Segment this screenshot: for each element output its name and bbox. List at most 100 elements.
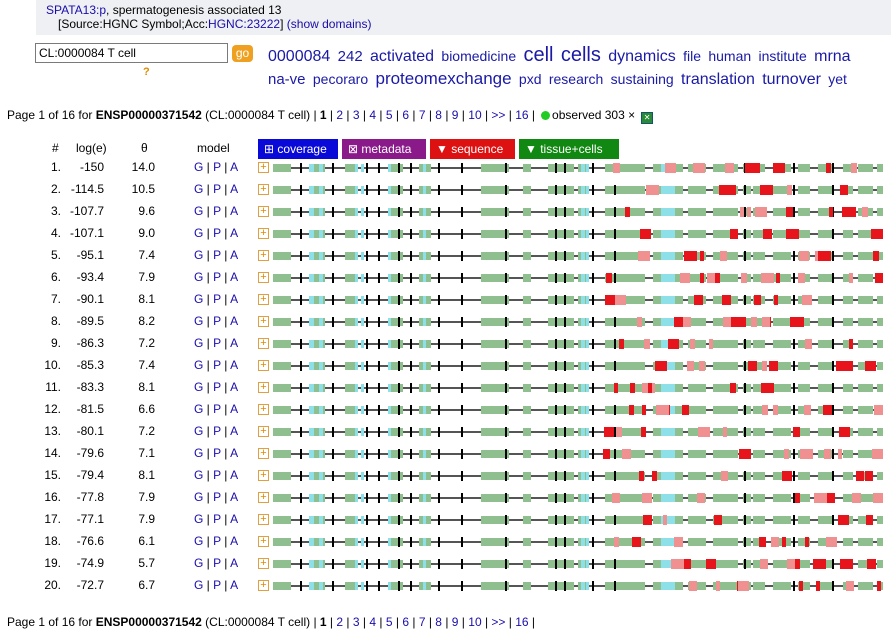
close-icon[interactable]: × [628, 108, 636, 122]
expand-icon[interactable]: + [258, 470, 269, 481]
expand-icon[interactable]: + [258, 162, 269, 173]
expand-icon[interactable]: + [258, 514, 269, 525]
model-link-p[interactable]: P [213, 402, 221, 416]
model-link-a[interactable]: A [230, 204, 239, 218]
model-link-a[interactable]: A [230, 380, 239, 394]
tag-word[interactable]: pecoraro [312, 71, 369, 87]
model-link-p[interactable]: P [213, 204, 221, 218]
hgnc-link[interactable]: HGNC:23222 [208, 17, 281, 31]
model-link-a[interactable]: A [230, 270, 239, 284]
expand-icon[interactable]: + [258, 206, 269, 217]
coverage-track[interactable] [273, 267, 883, 289]
coverage-track[interactable] [273, 201, 883, 223]
model-link-g[interactable]: G [194, 204, 204, 218]
model-link-p[interactable]: P [213, 292, 221, 306]
tag-word[interactable]: na-ve [268, 71, 306, 88]
model-link-a[interactable]: A [230, 358, 239, 372]
tag-word[interactable]: 242 [337, 48, 363, 65]
pager-link[interactable]: 7 [418, 615, 426, 629]
model-link-a[interactable]: A [230, 336, 239, 350]
expand-icon[interactable]: + [258, 448, 269, 459]
pager-link[interactable]: 5 [385, 108, 393, 122]
tag-word[interactable]: activated [370, 48, 435, 65]
expand-icon[interactable]: + [258, 316, 269, 327]
coverage-track[interactable] [273, 421, 883, 443]
model-link-a[interactable]: A [230, 292, 239, 306]
model-link-p[interactable]: P [213, 468, 221, 482]
expand-icon[interactable]: + [258, 382, 269, 393]
model-link-g[interactable]: G [194, 446, 204, 460]
pager-link[interactable]: 7 [418, 108, 426, 122]
coverage-track[interactable] [273, 157, 883, 179]
model-link-g[interactable]: G [194, 292, 204, 306]
model-link-g[interactable]: G [194, 490, 204, 504]
pager-link[interactable]: >> [491, 108, 506, 122]
model-link-p[interactable]: P [213, 358, 221, 372]
model-link-a[interactable]: A [230, 556, 239, 570]
model-link-p[interactable]: P [213, 534, 221, 548]
tag-word[interactable]: proteomexchange [375, 69, 512, 88]
model-link-g[interactable]: G [194, 182, 204, 196]
tag-word[interactable]: biomedicine [441, 48, 517, 64]
coverage-track[interactable] [273, 179, 883, 201]
model-link-g[interactable]: G [194, 358, 204, 372]
expand-icon[interactable]: + [258, 184, 269, 195]
coverage-track[interactable] [273, 443, 883, 465]
model-link-p[interactable]: P [213, 446, 221, 460]
model-link-g[interactable]: G [194, 380, 204, 394]
expand-icon[interactable]: + [258, 272, 269, 283]
gene-link[interactable]: SPATA13:p [46, 3, 107, 17]
coverage-track[interactable] [273, 509, 883, 531]
expand-icon[interactable]: + [258, 536, 269, 547]
model-link-a[interactable]: A [230, 446, 239, 460]
go-button[interactable]: go [232, 45, 253, 62]
tag-word[interactable]: institute [758, 48, 807, 64]
expand-icon[interactable]: + [258, 338, 269, 349]
pager-link[interactable]: 6 [402, 615, 410, 629]
model-link-a[interactable]: A [230, 578, 239, 592]
pager-link[interactable]: 16 [515, 108, 529, 122]
expand-icon[interactable]: + [258, 426, 269, 437]
expand-icon[interactable]: + [258, 558, 269, 569]
model-link-g[interactable]: G [194, 578, 204, 592]
model-link-g[interactable]: G [194, 534, 204, 548]
pager-link[interactable]: 8 [435, 108, 442, 122]
pager-link[interactable]: 3 [352, 108, 360, 122]
tab-sequence[interactable]: ▼ sequence [430, 139, 515, 159]
model-link-g[interactable]: G [194, 336, 204, 350]
coverage-track[interactable] [273, 289, 883, 311]
pager-link[interactable]: 3 [352, 615, 360, 629]
model-link-a[interactable]: A [230, 468, 239, 482]
tab-coverage[interactable]: ⊞ coverage [258, 139, 338, 159]
coverage-track[interactable] [273, 377, 883, 399]
show-domains-link[interactable]: (show domains) [286, 17, 372, 31]
model-link-p[interactable]: P [213, 578, 221, 592]
model-link-p[interactable]: P [213, 270, 221, 284]
coverage-track[interactable] [273, 245, 883, 267]
pager-link[interactable]: 5 [385, 615, 393, 629]
coverage-track[interactable] [273, 333, 883, 355]
model-link-a[interactable]: A [230, 160, 239, 174]
model-link-p[interactable]: P [213, 314, 221, 328]
expand-icon[interactable]: + [258, 580, 269, 591]
model-link-p[interactable]: P [213, 160, 221, 174]
coverage-track[interactable] [273, 355, 883, 377]
tag-word[interactable]: dynamics [608, 48, 676, 65]
excel-export-icon[interactable]: ✕ [641, 112, 654, 124]
tag-word[interactable]: yet [828, 71, 847, 87]
tag-word[interactable]: pxd [518, 71, 542, 87]
pager-link[interactable]: 2 [336, 108, 344, 122]
model-link-g[interactable]: G [194, 556, 204, 570]
model-link-a[interactable]: A [230, 490, 239, 504]
tag-word[interactable]: 0000084 [268, 48, 331, 65]
expand-icon[interactable]: + [258, 360, 269, 371]
tag-word[interactable]: cells [560, 44, 601, 66]
expand-icon[interactable]: + [258, 250, 269, 261]
model-link-a[interactable]: A [230, 534, 239, 548]
model-link-a[interactable]: A [230, 248, 239, 262]
coverage-track[interactable] [273, 223, 883, 245]
model-link-g[interactable]: G [194, 314, 204, 328]
model-link-a[interactable]: A [230, 226, 239, 240]
model-link-g[interactable]: G [194, 468, 204, 482]
tag-word[interactable]: human [708, 48, 752, 64]
